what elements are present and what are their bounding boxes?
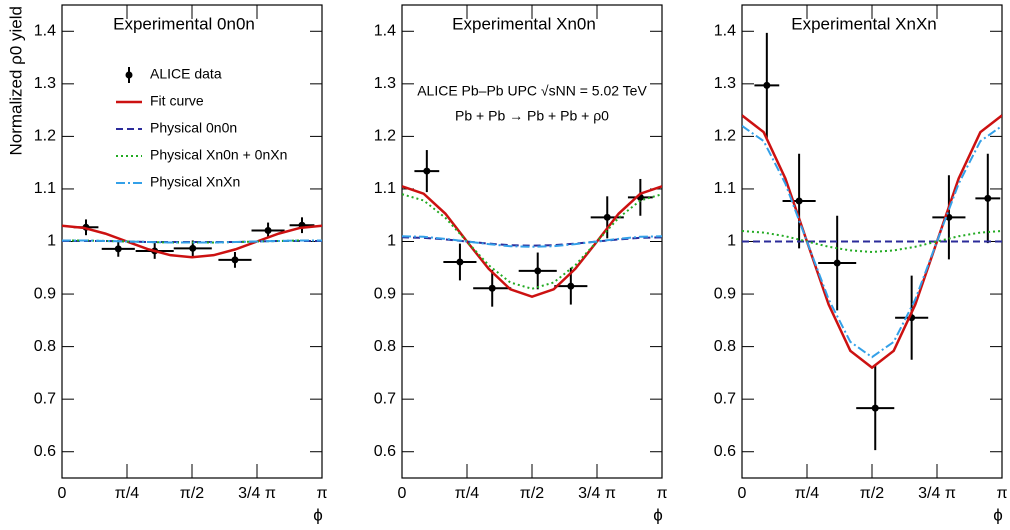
- plot-area: [742, 32, 1002, 451]
- y-tick-label: 0.7: [714, 390, 736, 407]
- y-tick-label: 0.9: [714, 285, 736, 302]
- x-axis-label: ϕ: [993, 505, 1003, 524]
- y-tick-label: 0.9: [374, 285, 396, 302]
- y-tick-label: 0.6: [714, 443, 736, 460]
- y-tick-label: 1.3: [374, 75, 396, 92]
- y-tick-label: 0.6: [374, 443, 396, 460]
- data-point: [423, 167, 431, 175]
- y-tick-label: 0.8: [34, 338, 56, 355]
- y-tick-label: 1.2: [374, 128, 396, 145]
- data-point: [231, 256, 239, 264]
- x-axis-label: ϕ: [653, 505, 663, 524]
- y-tick-label: 1.4: [374, 22, 396, 39]
- curve: [402, 193, 662, 290]
- annotation: Pb + Pb → Pb + Pb + ρ0: [455, 108, 609, 124]
- data-point: [871, 404, 879, 412]
- x-tick-label: 3/4 π: [238, 485, 276, 502]
- y-axis-label: Normalized ρ0 yield: [6, 6, 25, 156]
- legend-label: Fit curve: [150, 93, 204, 109]
- data-point: [763, 81, 771, 89]
- data-point: [795, 197, 803, 205]
- y-tick-label: 0.7: [374, 390, 396, 407]
- plot-area: [62, 217, 322, 268]
- y-tick-label: 1: [47, 233, 56, 250]
- x-tick-label: π/2: [180, 485, 204, 502]
- x-tick-label: π: [656, 485, 667, 502]
- curve: [62, 239, 322, 244]
- annotation: ALICE Pb–Pb UPC √sNN = 5.02 TeV: [417, 83, 647, 99]
- data-point: [534, 267, 542, 275]
- data-point: [114, 245, 122, 253]
- y-tick-label: 1.1: [374, 180, 396, 197]
- x-tick-label: 0: [398, 485, 407, 502]
- chart-title: Experimental 0n0n: [113, 14, 255, 33]
- data-point: [264, 226, 272, 234]
- curve: [402, 235, 662, 248]
- curve: [402, 185, 662, 298]
- y-tick-label: 1.4: [714, 22, 736, 39]
- y-tick-label: 0.6: [34, 443, 56, 460]
- curve: [742, 114, 1002, 370]
- x-tick-label: π/2: [520, 485, 544, 502]
- data-point: [833, 259, 841, 267]
- y-tick-label: 1.1: [34, 180, 56, 197]
- x-tick-label: 3/4 π: [918, 485, 956, 502]
- y-tick-label: 0.8: [374, 338, 396, 355]
- legend-label: Physical 0n0n: [150, 120, 237, 136]
- y-tick-label: 1: [387, 233, 396, 250]
- y-tick-label: 0.7: [34, 390, 56, 407]
- y-tick-label: 1.3: [34, 75, 56, 92]
- y-tick-label: 0.8: [714, 338, 736, 355]
- x-tick-label: π/2: [860, 485, 884, 502]
- y-tick-label: 1.1: [714, 180, 736, 197]
- x-tick-label: π/4: [115, 485, 139, 502]
- y-tick-label: 1.2: [714, 128, 736, 145]
- x-tick-label: π: [996, 485, 1007, 502]
- data-point: [567, 282, 575, 290]
- x-tick-label: π: [316, 485, 327, 502]
- y-tick-label: 0.9: [34, 285, 56, 302]
- y-tick-label: 1.2: [34, 128, 56, 145]
- curve: [742, 229, 1002, 254]
- legend-label: Physical XnXn: [150, 174, 240, 190]
- x-tick-label: π/4: [795, 485, 819, 502]
- data-point: [603, 213, 611, 221]
- legend-marker: [125, 71, 133, 79]
- curve: [62, 224, 322, 259]
- chart-title: Experimental Xn0n: [452, 14, 596, 33]
- data-point: [189, 244, 197, 252]
- y-tick-label: 1: [727, 233, 736, 250]
- x-tick-label: π/4: [455, 485, 479, 502]
- x-tick-label: 0: [58, 485, 67, 502]
- data-point: [488, 284, 496, 292]
- x-tick-label: 0: [738, 485, 747, 502]
- data-point: [984, 194, 992, 202]
- x-tick-label: 3/4 π: [578, 485, 616, 502]
- legend-label: ALICE data: [150, 66, 222, 82]
- plot-area: [402, 150, 662, 307]
- curve: [742, 125, 1002, 359]
- data-point: [456, 258, 464, 266]
- chart-title: Experimental XnXn: [791, 14, 937, 33]
- y-tick-label: 1.3: [714, 75, 736, 92]
- y-tick-label: 1.4: [34, 22, 56, 39]
- legend-label: Physical Xn0n + 0nXn: [150, 147, 287, 163]
- plot-frame: [401, 4, 663, 479]
- x-axis-label: ϕ: [313, 505, 323, 524]
